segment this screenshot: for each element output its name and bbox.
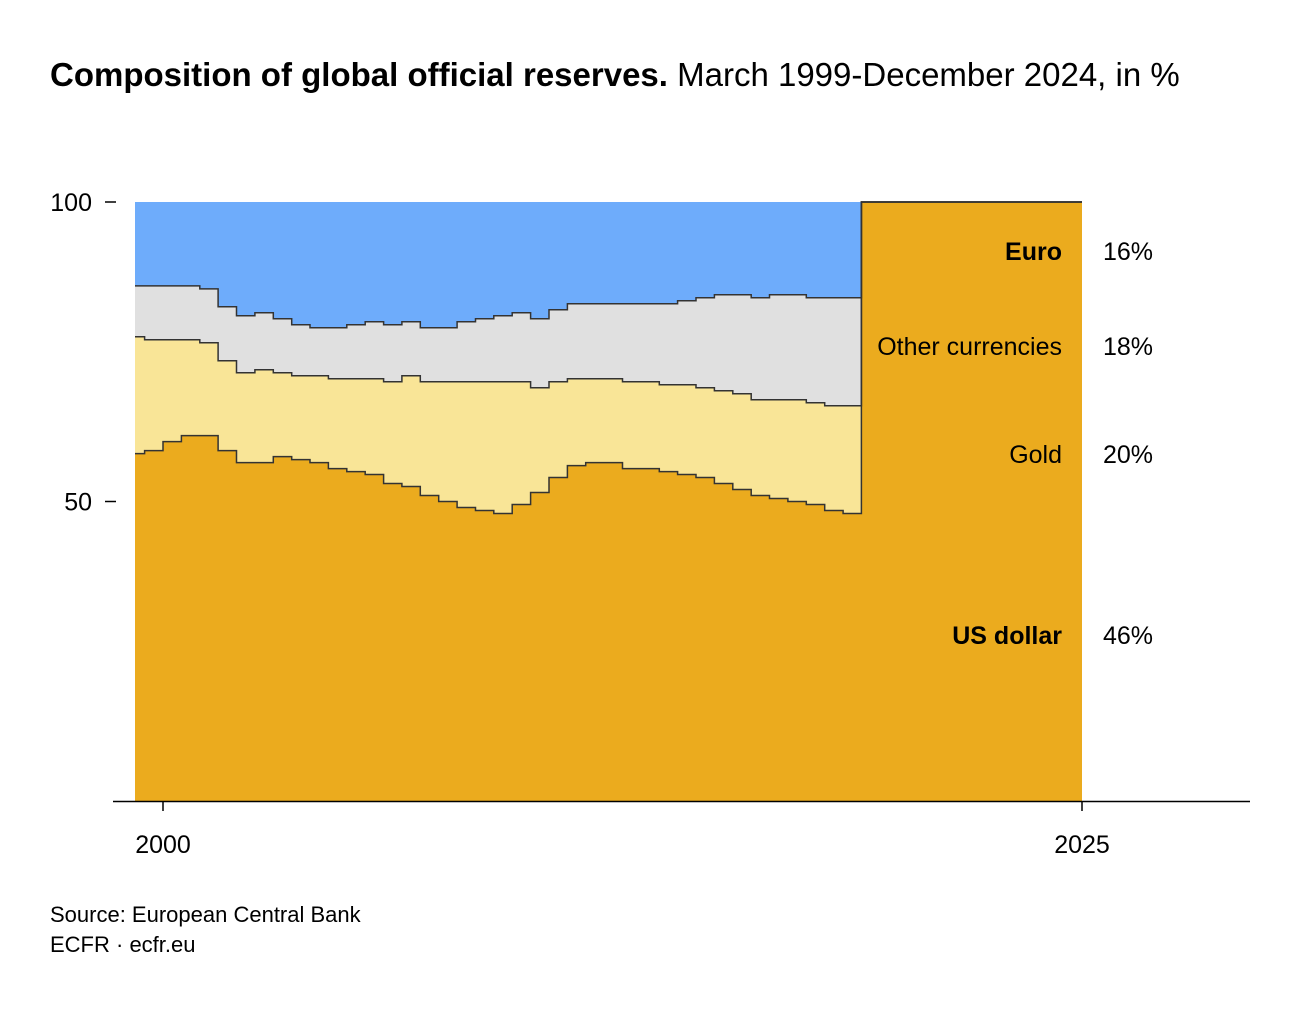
series-name-label: Euro [1005, 238, 1062, 266]
chart-title: Composition of global official reserves.… [50, 52, 1250, 98]
area-us-dollar [135, 202, 1082, 801]
series-value-label: 20% [1103, 441, 1153, 469]
boundary-line [135, 201, 1082, 329]
y-tick-label: 100 [50, 189, 92, 217]
footer: Source: European Central Bank ECFR · ecf… [50, 900, 361, 960]
series-value-label: 16% [1103, 238, 1153, 266]
series-name-label: US dollar [952, 622, 1062, 650]
series-name-label: Other currencies [877, 333, 1062, 361]
y-tick-label: 50 [64, 489, 92, 517]
source-note: Source: European Central Bank [50, 902, 361, 927]
credit-note: ECFR · ecfr.eu [50, 932, 196, 957]
boundary-line [135, 201, 1082, 407]
chart-axes: 100 50 2000 2025 [50, 189, 1250, 859]
chart-title-main: Composition of global official reserves. [50, 56, 668, 93]
boundary-line [135, 201, 1082, 515]
chart-areas [135, 201, 1082, 801]
x-tick-label: 2025 [1054, 831, 1110, 859]
x-tick-label: 2000 [135, 831, 191, 859]
series-name-label: Gold [1009, 441, 1062, 469]
series-value-label: 46% [1103, 622, 1153, 650]
series-value-label: 18% [1103, 333, 1153, 361]
chart-subtitle: March 1999-December 2024, in % [677, 56, 1180, 93]
series-labels: US dollar 46% Gold 20% Other currencies 18% Eu… [877, 238, 1153, 650]
